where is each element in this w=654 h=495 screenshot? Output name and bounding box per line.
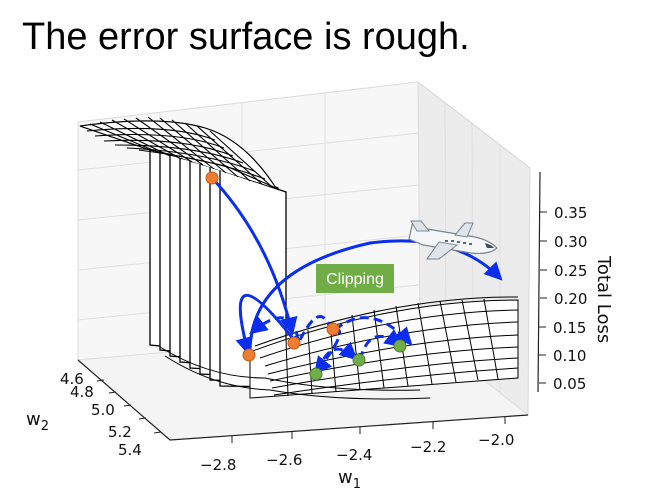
z-axis-label: Total Loss [593,255,614,343]
w2-tick-labels: 4.6 4.8 5.0 5.2 5.4 [60,370,142,459]
green-points [309,339,407,381]
z-tick-label: 0.15 [553,319,586,337]
w1-tick-labels: −2.8 −2.6 −2.4 −2.2 −2.0 [200,431,514,474]
w2-tick-label: 5.2 [108,423,132,441]
z-tick-label: 0.20 [554,290,587,308]
axis-lines [77,171,541,441]
w1-tick-label: −2.8 [200,456,236,474]
clipping-label-box: Clipping [316,264,394,293]
orange-points [205,171,340,362]
plateau-mesh [79,116,278,190]
z-tick-labels: 0.35 0.30 0.25 0.20 0.15 0.10 0.05 [553,204,587,393]
w2-tick-label: 5.4 [118,441,142,459]
w1-tick-label: −2.2 [410,438,446,456]
z-tick-label: 0.25 [554,262,587,280]
clipping-label: Clipping [326,271,384,288]
z-tick-label: 0.30 [554,233,587,251]
green-point [309,367,323,381]
orange-point [287,336,301,350]
w1-tick-label: −2.0 [478,431,514,449]
green-point [393,339,407,353]
orange-point [242,348,256,362]
w2-axis-label: w2 [26,409,49,434]
green-point [352,353,366,367]
w1-tick-label: −2.4 [336,446,372,464]
tick-marks [96,211,547,443]
orange-point [326,322,340,336]
orange-point [205,171,219,185]
w1-axis-label: w1 [338,467,361,492]
z-tick-label: 0.10 [553,347,586,365]
z-tick-label: 0.05 [553,375,586,393]
w2-tick-label: 4.8 [70,383,94,401]
w2-tick-label: 4.6 [60,370,84,388]
w1-tick-label: −2.6 [266,451,302,469]
trajectory-arrows [210,176,503,375]
z-tick-label: 0.35 [554,204,587,222]
w2-tick-label: 5.0 [91,401,115,419]
airplane-icon [408,220,498,260]
slide-title: The error surface is rough. [22,16,470,58]
